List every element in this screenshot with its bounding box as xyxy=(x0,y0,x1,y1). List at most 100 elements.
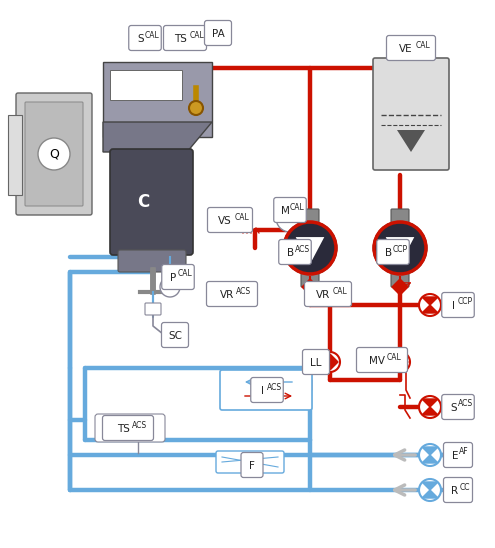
Text: CCP: CCP xyxy=(393,244,408,254)
FancyBboxPatch shape xyxy=(444,477,473,503)
FancyBboxPatch shape xyxy=(161,323,189,347)
FancyBboxPatch shape xyxy=(442,395,474,420)
Text: LL: LL xyxy=(310,358,322,368)
FancyBboxPatch shape xyxy=(129,26,161,50)
FancyBboxPatch shape xyxy=(391,273,409,287)
Text: SC: SC xyxy=(168,331,182,341)
FancyBboxPatch shape xyxy=(8,115,22,195)
Polygon shape xyxy=(296,237,324,264)
FancyBboxPatch shape xyxy=(220,370,312,410)
Circle shape xyxy=(189,101,203,115)
Text: MV: MV xyxy=(369,356,385,366)
Text: I: I xyxy=(452,301,455,311)
FancyBboxPatch shape xyxy=(110,70,182,100)
FancyBboxPatch shape xyxy=(304,282,351,306)
FancyBboxPatch shape xyxy=(442,293,474,317)
Text: CAL: CAL xyxy=(415,41,430,49)
FancyBboxPatch shape xyxy=(110,149,193,255)
Polygon shape xyxy=(422,305,438,313)
Text: VR: VR xyxy=(220,290,234,300)
Text: CC: CC xyxy=(459,482,470,492)
FancyBboxPatch shape xyxy=(207,208,252,232)
FancyBboxPatch shape xyxy=(241,453,263,477)
Text: VS: VS xyxy=(218,216,232,226)
FancyBboxPatch shape xyxy=(204,20,232,45)
Text: CAL: CAL xyxy=(332,287,347,295)
Circle shape xyxy=(419,444,441,466)
Polygon shape xyxy=(422,455,438,463)
Polygon shape xyxy=(386,237,414,264)
Text: AF: AF xyxy=(459,448,469,456)
FancyBboxPatch shape xyxy=(391,209,409,223)
Text: PA: PA xyxy=(212,29,224,39)
Text: I: I xyxy=(261,386,264,396)
Text: R: R xyxy=(451,486,458,496)
FancyBboxPatch shape xyxy=(301,273,319,287)
Text: Q: Q xyxy=(49,147,59,161)
Polygon shape xyxy=(103,122,212,152)
Text: TS: TS xyxy=(117,424,130,434)
Text: E: E xyxy=(451,451,458,461)
Circle shape xyxy=(419,294,441,316)
Polygon shape xyxy=(422,447,438,455)
FancyBboxPatch shape xyxy=(279,239,311,265)
FancyBboxPatch shape xyxy=(16,93,92,215)
Polygon shape xyxy=(422,297,438,305)
FancyBboxPatch shape xyxy=(25,102,83,206)
Text: ACS: ACS xyxy=(267,383,282,391)
Text: ACS: ACS xyxy=(458,399,473,408)
Polygon shape xyxy=(103,62,212,137)
Polygon shape xyxy=(392,279,408,295)
Text: TS: TS xyxy=(174,34,187,44)
Circle shape xyxy=(276,204,304,232)
Circle shape xyxy=(374,222,426,274)
Circle shape xyxy=(320,352,340,372)
Text: CAL: CAL xyxy=(386,352,401,362)
FancyBboxPatch shape xyxy=(444,442,473,467)
Text: CAL: CAL xyxy=(189,31,204,39)
Circle shape xyxy=(38,138,70,170)
FancyBboxPatch shape xyxy=(301,209,319,223)
FancyBboxPatch shape xyxy=(206,282,257,306)
Text: B: B xyxy=(287,248,294,258)
Text: CCP: CCP xyxy=(458,298,473,306)
FancyBboxPatch shape xyxy=(162,265,194,289)
Polygon shape xyxy=(422,490,438,498)
Circle shape xyxy=(284,222,336,274)
Text: B: B xyxy=(385,248,392,258)
Polygon shape xyxy=(322,362,338,370)
Polygon shape xyxy=(302,279,318,295)
Text: S: S xyxy=(137,34,144,44)
FancyBboxPatch shape xyxy=(95,414,165,442)
Polygon shape xyxy=(422,482,438,490)
Text: VE: VE xyxy=(399,44,413,54)
Text: ACS: ACS xyxy=(295,244,310,254)
Text: F: F xyxy=(249,461,255,471)
Polygon shape xyxy=(422,399,438,407)
Polygon shape xyxy=(422,407,438,415)
FancyBboxPatch shape xyxy=(102,415,153,441)
Polygon shape xyxy=(392,362,408,370)
FancyBboxPatch shape xyxy=(377,239,409,265)
FancyBboxPatch shape xyxy=(387,36,436,60)
FancyBboxPatch shape xyxy=(145,303,161,315)
Text: CAL: CAL xyxy=(234,213,249,221)
Text: C: C xyxy=(137,193,149,211)
FancyBboxPatch shape xyxy=(274,197,306,222)
Text: S: S xyxy=(450,403,456,413)
Polygon shape xyxy=(322,354,338,362)
Text: CAL: CAL xyxy=(145,31,159,39)
FancyBboxPatch shape xyxy=(216,451,284,473)
FancyBboxPatch shape xyxy=(356,347,407,373)
Circle shape xyxy=(160,277,180,297)
FancyBboxPatch shape xyxy=(302,350,330,374)
Circle shape xyxy=(419,479,441,501)
Text: P: P xyxy=(170,273,176,283)
Text: CAL: CAL xyxy=(290,203,304,212)
Text: CAL: CAL xyxy=(178,270,193,278)
FancyBboxPatch shape xyxy=(373,58,449,170)
Circle shape xyxy=(419,396,441,418)
Text: ACS: ACS xyxy=(132,420,148,430)
Text: M: M xyxy=(281,206,290,216)
Text: VR: VR xyxy=(316,290,330,300)
